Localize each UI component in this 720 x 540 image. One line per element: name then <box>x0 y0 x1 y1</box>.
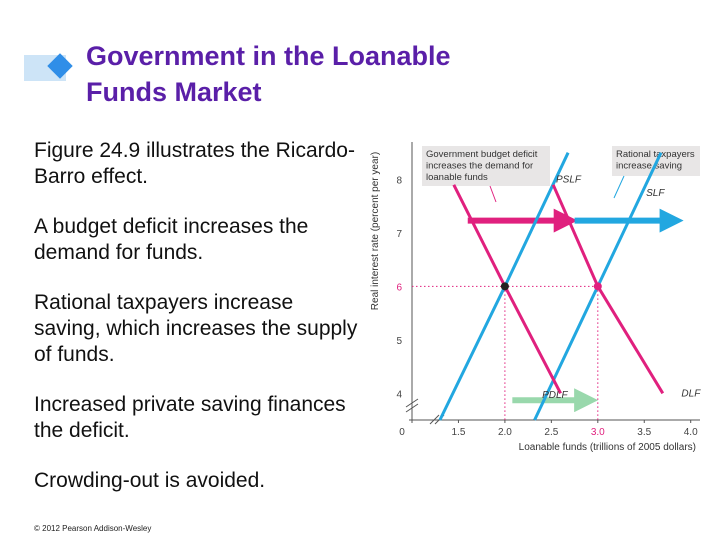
curve-label-pslf: PSLF <box>556 174 582 185</box>
slide-title: Government in the Loanable Funds Market <box>86 38 606 110</box>
y-tick-label: 8 <box>396 175 402 186</box>
y-tick-label: 6 <box>396 282 402 293</box>
bullet-text: Rational taxpayers increase saving, whic… <box>34 291 358 366</box>
copyright-notice: © 2012 Pearson Addison-Wesley <box>34 524 152 533</box>
x-tick-label: 3.5 <box>637 427 651 438</box>
y-axis-label: Real interest rate (percent per year) <box>370 152 381 310</box>
equilibrium-point <box>593 282 602 291</box>
slide-title-line-1: Government in the Loanable <box>86 41 451 71</box>
annotation-text: increase saving <box>616 161 682 172</box>
bullet-text: Figure 24.9 illustrates the Ricardo-Barr… <box>34 139 355 188</box>
bullet-text: A budget deficit increases the demand fo… <box>34 215 309 264</box>
x-tick-label: 2.0 <box>498 427 512 438</box>
annotation-leader-line <box>489 185 497 203</box>
curve-label-pdlf: PDLF <box>542 390 568 401</box>
y-tick-label: 5 <box>396 336 402 347</box>
annotation-text: increases the demand for <box>426 161 533 172</box>
bullet-text: Crowding-out is avoided. <box>34 469 266 492</box>
slide-title-line-2: Funds Market <box>86 77 262 107</box>
bullet-list: Figure 24.9 illustrates the Ricardo-Barr… <box>34 138 364 518</box>
x-tick-label: 2.5 <box>544 427 558 438</box>
curve-pdlf <box>551 184 665 395</box>
y-tick-label: 4 <box>396 389 402 400</box>
loanable-funds-chart: 4 5 6 7 8 0 1.5 2.0 2.5 3.0 3.5 4.0 Real interest ra… <box>370 142 701 453</box>
x-tick-label: 1.5 <box>451 427 465 438</box>
equilibrium-point <box>500 282 509 291</box>
annotation-leader-line <box>613 175 625 199</box>
bullet-text: Increased private saving finances the de… <box>34 393 346 442</box>
curve-label-dlf: DLF <box>681 388 701 399</box>
x-tick-label: 0 <box>399 427 405 438</box>
x-tick-label: 3.0 <box>591 427 605 438</box>
y-axis-break-mark <box>405 398 419 413</box>
annotation-text: Government budget deficit <box>426 149 538 160</box>
y-tick-label: 7 <box>396 229 402 240</box>
annotation-text: Rational taxpayers <box>616 149 695 160</box>
annotation-box <box>422 146 550 186</box>
curve-label-slf: SLF <box>646 188 665 199</box>
annotation-text: loanable funds <box>426 172 488 183</box>
x-axis-label: Loanable funds (trillions of 2005 dollar… <box>519 442 696 453</box>
x-tick-label: 4.0 <box>684 427 698 438</box>
